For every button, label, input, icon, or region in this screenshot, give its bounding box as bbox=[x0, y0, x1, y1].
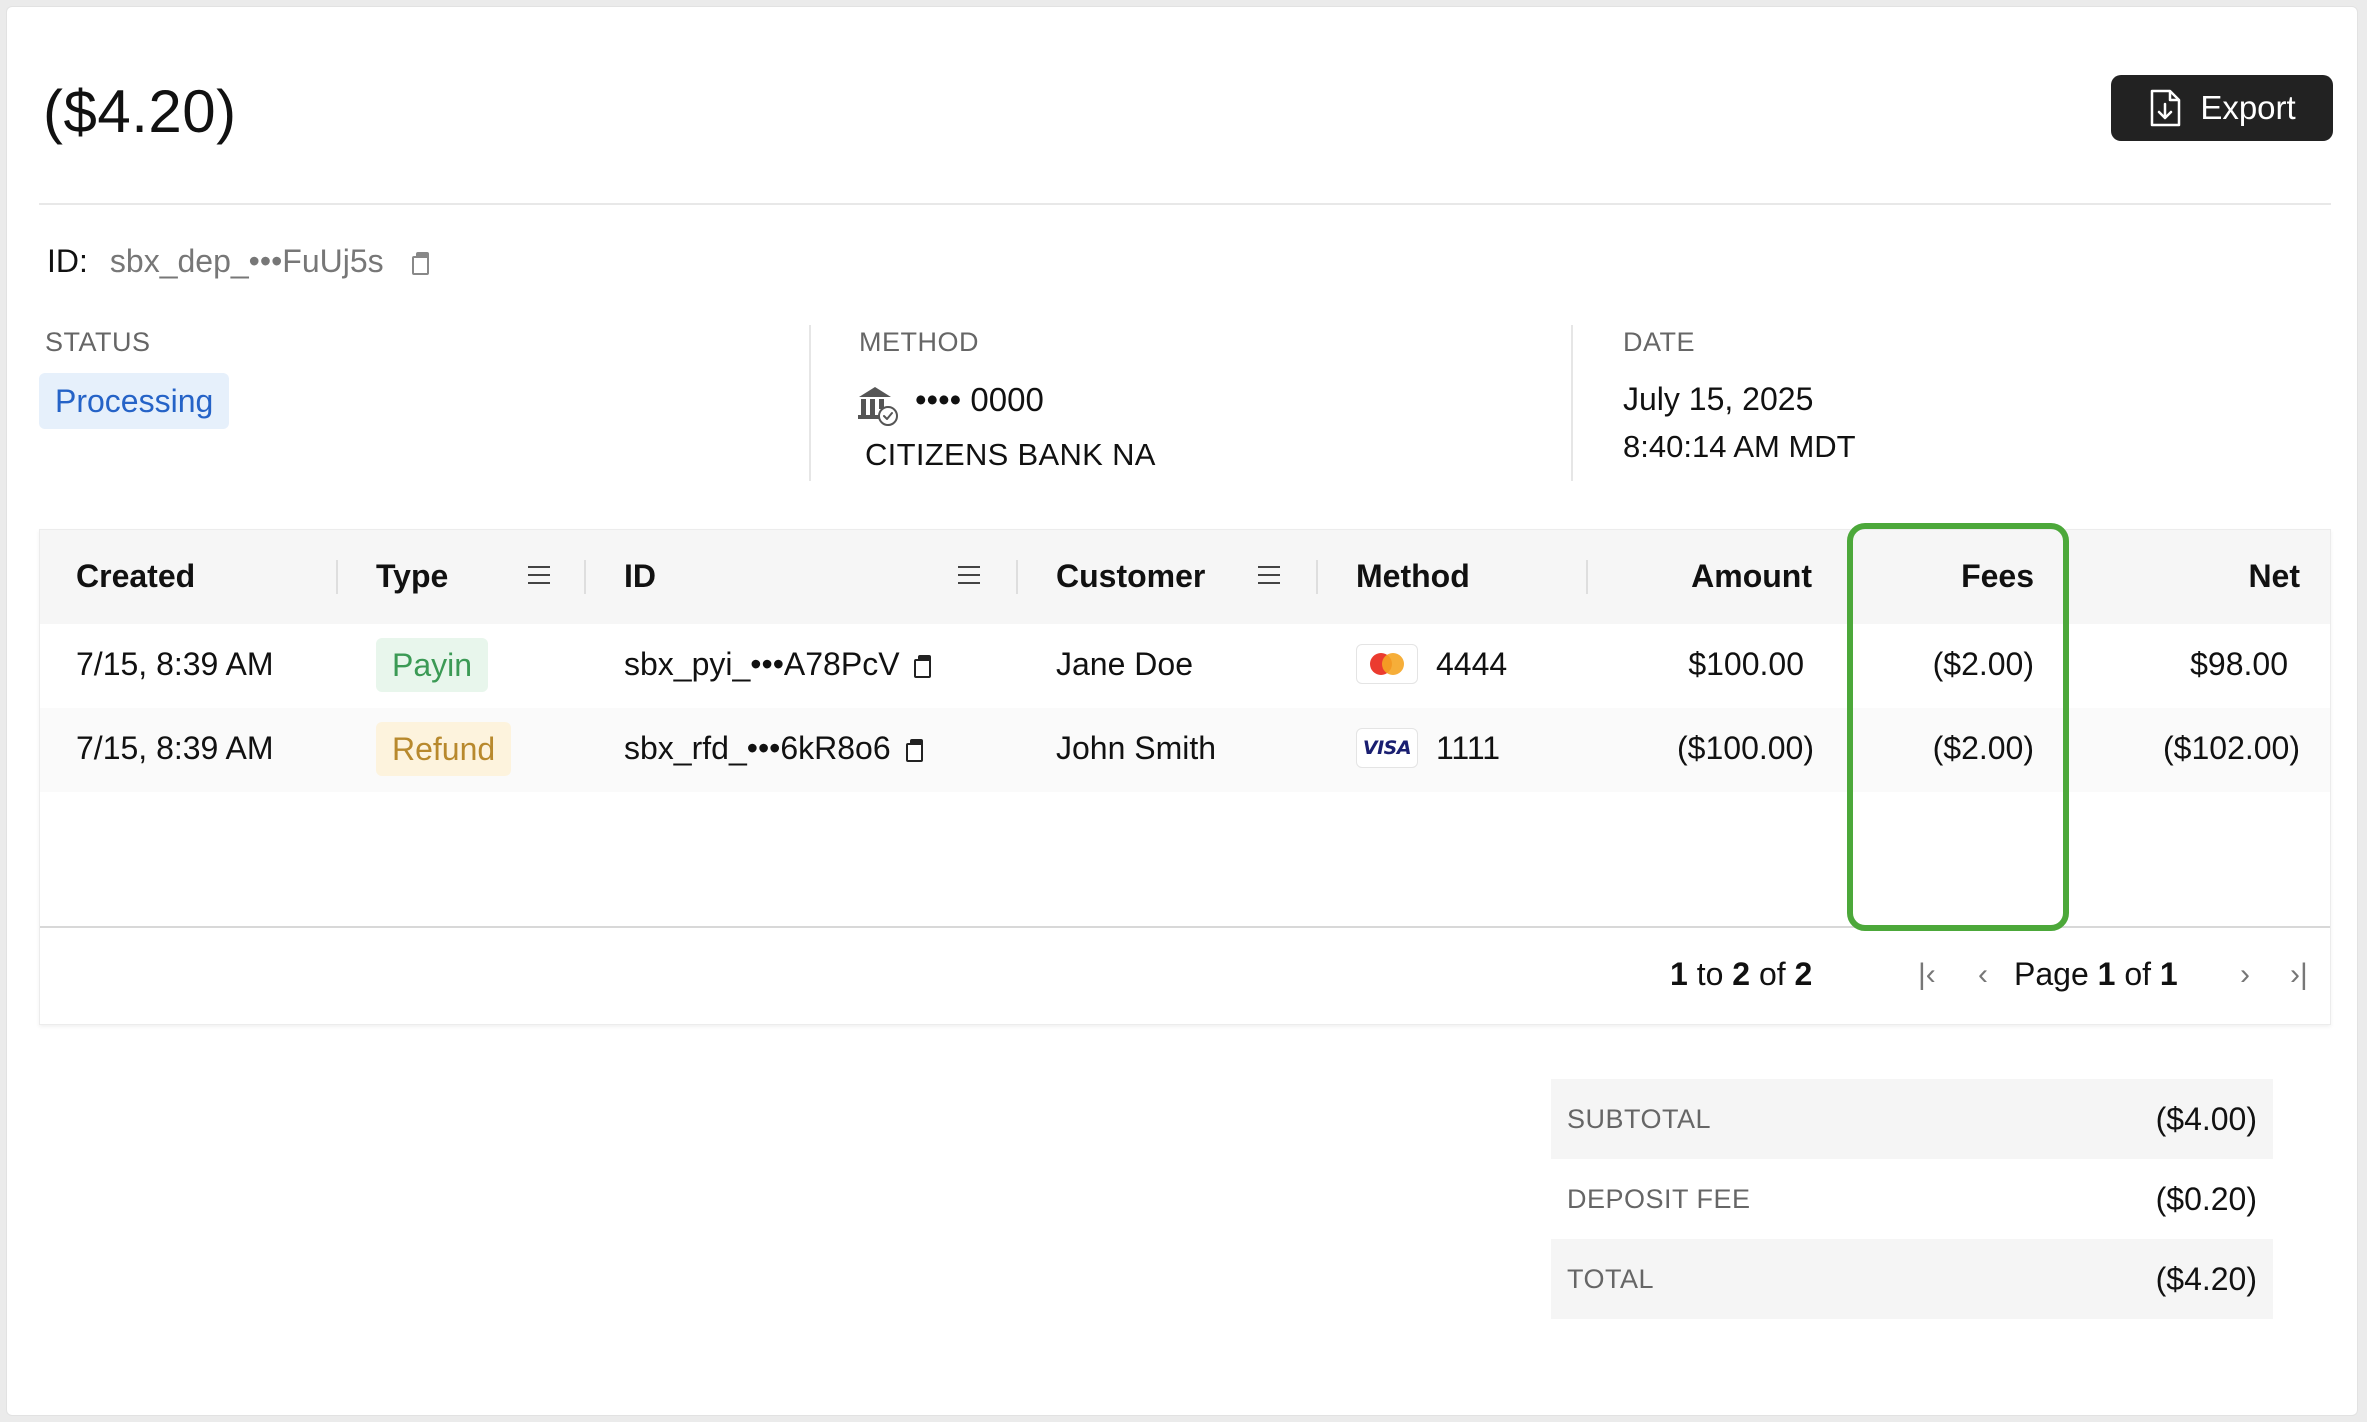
copy-icon[interactable] bbox=[914, 655, 932, 678]
total-value: ($4.20) bbox=[2155, 1260, 2257, 1297]
column-resize-handle[interactable] bbox=[1016, 560, 1018, 594]
grid-footer-divider bbox=[40, 926, 2330, 928]
date-label: DATE bbox=[1623, 327, 1696, 357]
total-pages: 1 bbox=[2159, 956, 2178, 992]
column-menu-icon[interactable] bbox=[528, 566, 550, 584]
date-value: July 15, 2025 bbox=[1623, 381, 1814, 417]
range-to: 2 bbox=[1732, 956, 1751, 992]
range-from: 1 bbox=[1670, 956, 1688, 992]
cell-amount: $100.00 bbox=[1688, 646, 1804, 682]
deposit-detail-card: ($4.20) Export ID: sbx_dep_•••FuUj5s STA… bbox=[6, 6, 2358, 1416]
method-account-mask: •••• 0000 bbox=[915, 381, 1044, 418]
range-total: 2 bbox=[1794, 956, 1813, 992]
column-resize-handle[interactable] bbox=[1586, 560, 1588, 594]
visa-icon: VISA bbox=[1356, 728, 1418, 768]
pagination-summary: 1 to 2 of 2 bbox=[1670, 956, 1812, 993]
copy-icon[interactable] bbox=[411, 251, 430, 275]
status-label: STATUS bbox=[45, 327, 151, 357]
header-divider bbox=[39, 203, 2331, 205]
mastercard-icon bbox=[1356, 644, 1418, 684]
cell-id: sbx_rfd_•••6kR8o6 bbox=[624, 730, 924, 767]
deposit-id-label: ID: bbox=[47, 243, 88, 279]
page-word: Page bbox=[2014, 956, 2089, 992]
cell-fees: ($2.00) bbox=[1932, 646, 2034, 682]
cell-created: 7/15, 8:39 AM bbox=[76, 730, 274, 766]
time-value: 8:40:14 AM MDT bbox=[1623, 429, 1856, 464]
column-header-customer[interactable]: Customer bbox=[1056, 558, 1206, 594]
fees-column-highlight bbox=[1847, 523, 2069, 931]
range-to-word: to bbox=[1696, 956, 1724, 992]
total-label: TOTAL bbox=[1567, 1263, 1655, 1294]
column-menu-icon[interactable] bbox=[958, 566, 980, 584]
current-page: 1 bbox=[2097, 956, 2116, 992]
transaction-id: sbx_pyi_•••A78PcV bbox=[624, 646, 900, 682]
page-of-word: of bbox=[2124, 956, 2151, 992]
meta-divider bbox=[809, 325, 811, 481]
copy-icon[interactable] bbox=[905, 739, 924, 762]
total-row: TOTAL ($4.20) bbox=[1551, 1239, 2273, 1319]
method-bank-name: CITIZENS BANK NA bbox=[865, 437, 1156, 472]
table-row[interactable]: 7/15, 8:39 AM Refund sbx_rfd_•••6kR8o6 J… bbox=[40, 708, 2330, 792]
cell-fees: ($2.00) bbox=[1932, 730, 2034, 766]
column-resize-handle[interactable] bbox=[1316, 560, 1318, 594]
cell-card-last4: 4444 bbox=[1436, 646, 1508, 682]
last-page-icon[interactable]: ›| bbox=[2290, 958, 2308, 991]
type-badge-payin: Payin bbox=[376, 638, 489, 692]
column-header-net[interactable]: Net bbox=[2248, 558, 2300, 594]
column-menu-icon[interactable] bbox=[1258, 566, 1280, 584]
type-badge-refund: Refund bbox=[376, 722, 512, 776]
subtotal-value: ($4.00) bbox=[2155, 1100, 2257, 1137]
card-brand-label: VISA bbox=[1362, 737, 1412, 759]
deposit-id-row: ID: sbx_dep_•••FuUj5s bbox=[47, 243, 430, 280]
column-resize-handle[interactable] bbox=[584, 560, 586, 594]
subtotal-label: SUBTOTAL bbox=[1567, 1103, 1712, 1134]
first-page-icon[interactable]: |‹ bbox=[1918, 958, 1936, 991]
column-header-id[interactable]: ID bbox=[624, 558, 656, 594]
export-button-label: Export bbox=[2200, 89, 2296, 126]
export-button[interactable]: Export bbox=[2111, 75, 2333, 141]
transactions-grid: Created Type ID Customer Method Amount F… bbox=[39, 529, 2331, 1025]
deposit-fee-row: DEPOSIT FEE ($0.20) bbox=[1551, 1159, 2273, 1239]
cell-id: sbx_pyi_•••A78PcV bbox=[624, 646, 932, 683]
page-indicator: Page 1 of 1 bbox=[2014, 956, 2178, 993]
file-download-icon bbox=[2151, 89, 2181, 127]
cell-card-last4: 1111 bbox=[1436, 730, 1501, 766]
method-label: METHOD bbox=[859, 327, 979, 357]
transaction-id: sbx_rfd_•••6kR8o6 bbox=[624, 730, 891, 766]
range-of-word: of bbox=[1758, 956, 1786, 992]
totals-summary: SUBTOTAL ($4.00) DEPOSIT FEE ($0.20) TOT… bbox=[1551, 1079, 2273, 1319]
table-row[interactable]: 7/15, 8:39 AM Payin sbx_pyi_•••A78PcV Ja… bbox=[40, 624, 2330, 708]
page-title: ($4.20) bbox=[43, 78, 237, 145]
cell-amount: ($100.00) bbox=[1677, 730, 1814, 766]
cell-net: ($102.00) bbox=[2163, 730, 2300, 766]
cell-customer: Jane Doe bbox=[1056, 646, 1193, 682]
column-header-type[interactable]: Type bbox=[376, 558, 449, 594]
cell-customer: John Smith bbox=[1056, 730, 1217, 766]
previous-page-icon[interactable]: ‹ bbox=[1978, 958, 1988, 991]
deposit-fee-value: ($0.20) bbox=[2155, 1180, 2257, 1217]
subtotal-row: SUBTOTAL ($4.00) bbox=[1551, 1079, 2273, 1159]
column-header-amount[interactable]: Amount bbox=[1691, 558, 1812, 594]
cell-net: $98.00 bbox=[2190, 646, 2288, 682]
next-page-icon[interactable]: › bbox=[2240, 958, 2250, 991]
cell-created: 7/15, 8:39 AM bbox=[76, 646, 274, 682]
column-header-fees[interactable]: Fees bbox=[1961, 558, 2034, 594]
meta-divider bbox=[1571, 325, 1573, 481]
column-header-created[interactable]: Created bbox=[76, 558, 196, 594]
deposit-fee-label: DEPOSIT FEE bbox=[1567, 1183, 1751, 1214]
column-header-method[interactable]: Method bbox=[1356, 558, 1470, 594]
deposit-id-value: sbx_dep_•••FuUj5s bbox=[109, 243, 384, 279]
column-resize-handle[interactable] bbox=[336, 560, 338, 594]
grid-header: Created Type ID Customer Method Amount F… bbox=[40, 530, 2330, 624]
status-badge: Processing bbox=[39, 373, 230, 429]
bank-verified-icon bbox=[858, 387, 898, 426]
